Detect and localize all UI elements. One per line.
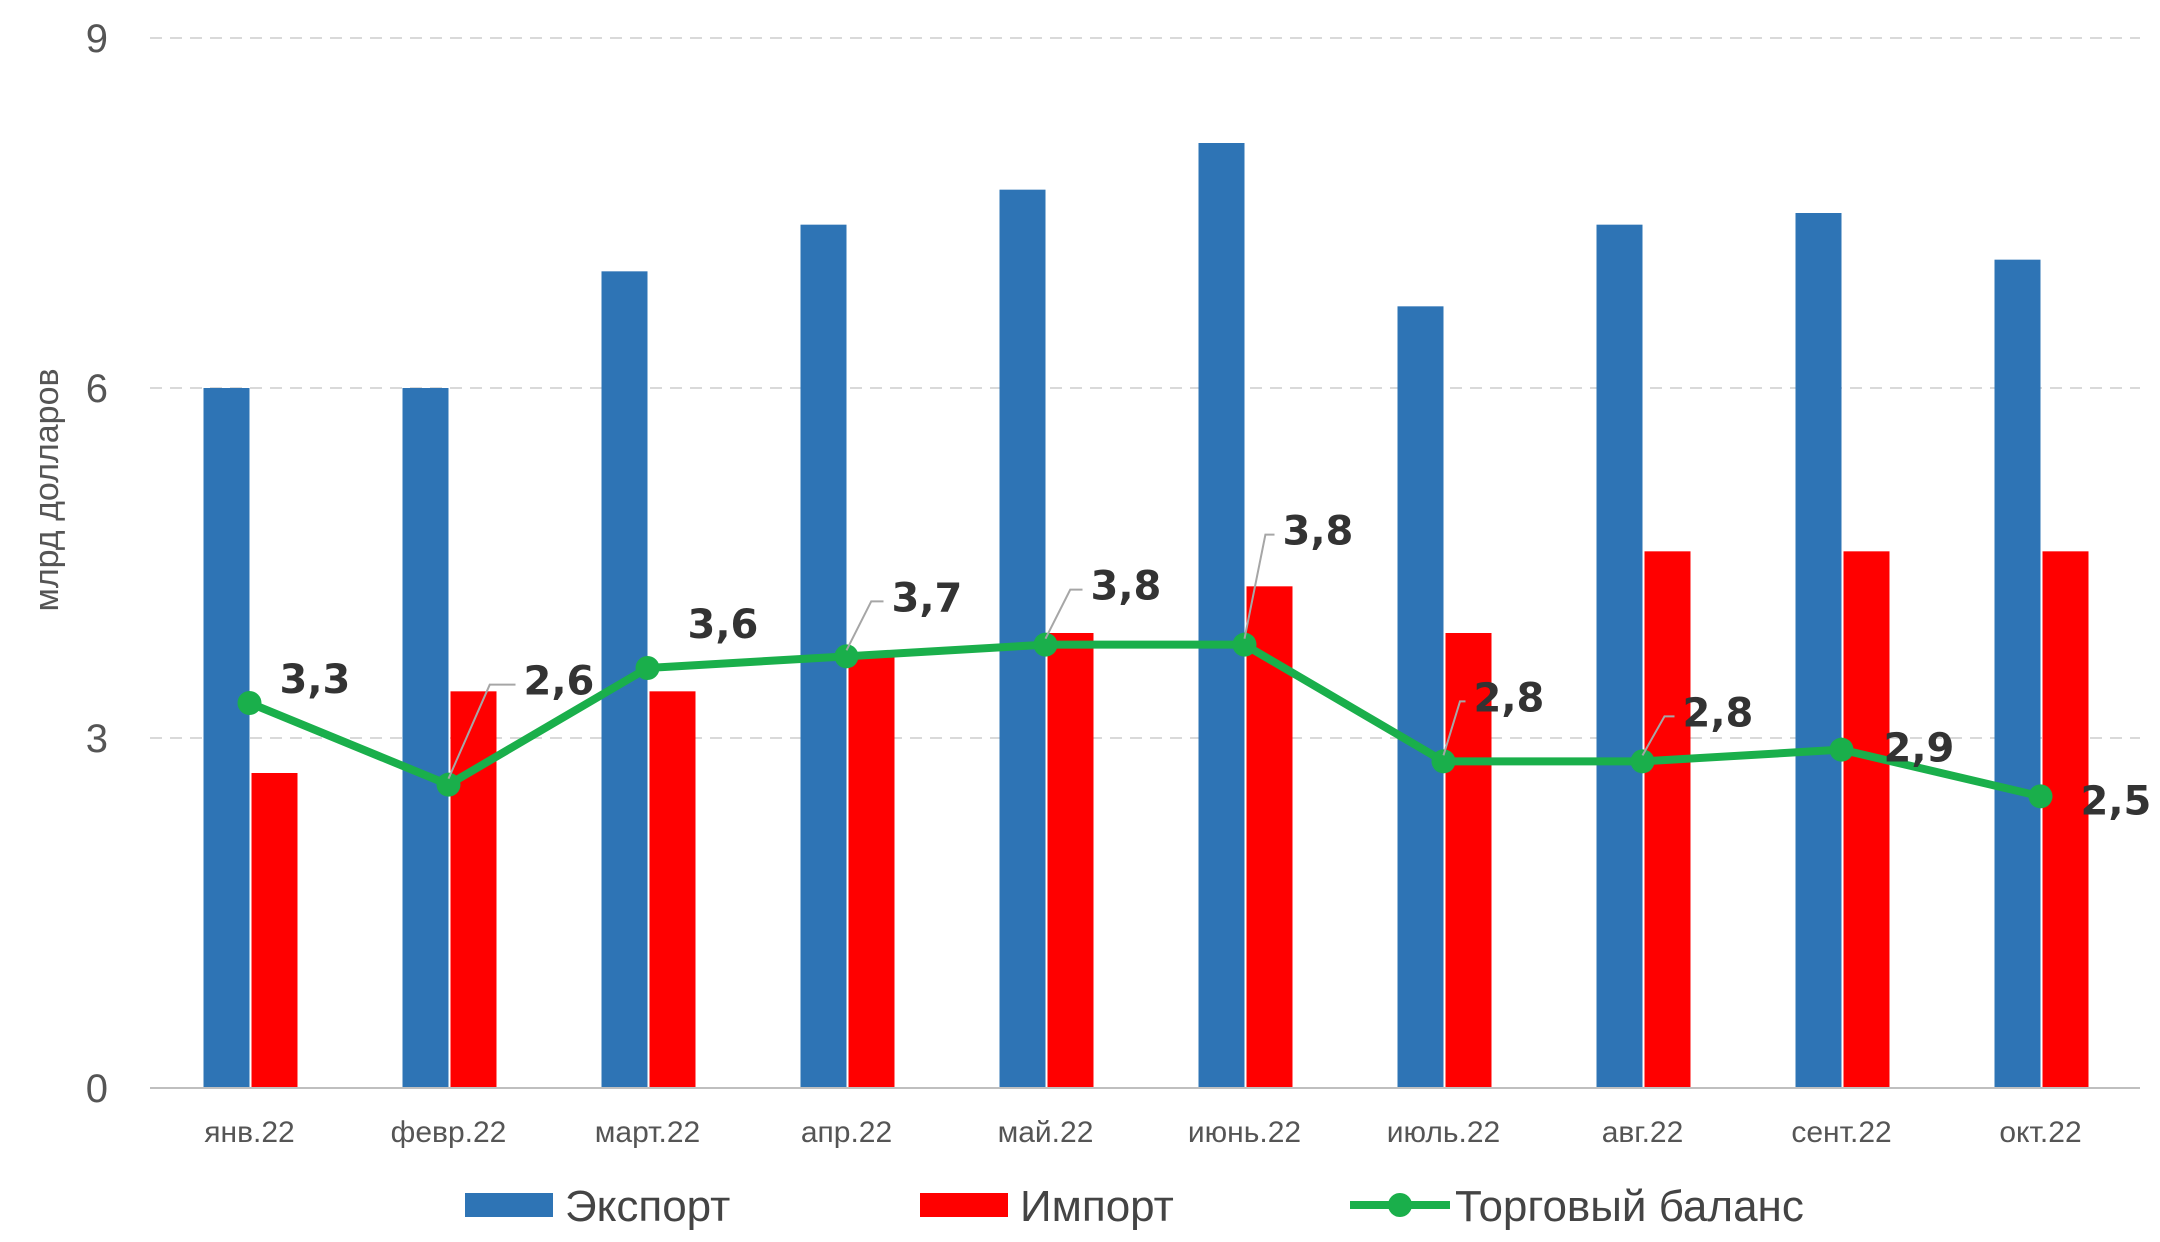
bar-import — [251, 773, 298, 1088]
bar-export — [203, 388, 250, 1088]
balance-point — [436, 772, 461, 797]
balance-data-label: 2,5 — [2081, 778, 2152, 824]
data-label-leader — [1243, 533, 1275, 639]
balance-data-label: 3,8 — [1091, 564, 1162, 610]
balance-point — [834, 644, 859, 669]
data-label-leader — [1641, 715, 1675, 756]
legend-label-balance: Торговый баланс — [1455, 1182, 1804, 1231]
balance-point — [1630, 749, 1655, 774]
bar-import — [1644, 551, 1691, 1088]
bar-import — [1843, 551, 1890, 1088]
bar-import — [1047, 633, 1094, 1088]
balance-point — [2028, 784, 2053, 809]
x-tick-label: янв.22 — [204, 1116, 294, 1149]
x-tick-label: май.22 — [998, 1116, 1094, 1149]
data-label-leader — [447, 683, 516, 780]
bar-export — [402, 388, 449, 1088]
data-label-leader — [845, 600, 884, 651]
balance-data-label: 2,9 — [1884, 726, 1955, 772]
y-tick-label: 0 — [86, 1067, 108, 1111]
balance-data-label: 2,6 — [524, 659, 595, 705]
legend: Экспорт Импорт Торговый баланс — [465, 1182, 1804, 1231]
legend-label-export: Экспорт — [565, 1182, 730, 1231]
x-tick-label: март.22 — [595, 1116, 700, 1149]
legend-label-import: Импорт — [1020, 1182, 1174, 1231]
bar-import — [649, 691, 696, 1088]
y-tick-label: 9 — [86, 17, 108, 61]
y-axis-ticks: 0 3 6 9 — [86, 17, 108, 1111]
balance-data-label: 3,8 — [1283, 509, 1354, 555]
bar-import — [848, 656, 895, 1088]
x-tick-label: июль.22 — [1387, 1116, 1500, 1149]
legend-swatch-export — [465, 1193, 553, 1217]
balance-data-label: 3,6 — [688, 602, 759, 648]
y-axis-label: млрд долларов — [28, 368, 66, 611]
balance-point — [1431, 749, 1456, 774]
y-tick-label: 6 — [86, 367, 108, 411]
balance-data-label: 2,8 — [1474, 675, 1545, 721]
x-tick-label: апр.22 — [801, 1116, 892, 1149]
balance-point — [237, 691, 262, 715]
bar-export — [1397, 306, 1444, 1088]
balance-data-label: 3,7 — [892, 575, 963, 621]
balance-point — [1232, 632, 1257, 657]
balance-data-label: 3,3 — [280, 657, 351, 703]
balance-data-labels: 3,3 2,6 3,6 3,7 3,8 3,8 2,8 2,8 2,9 2,5 — [280, 509, 2152, 825]
x-tick-label: окт.22 — [1999, 1116, 2081, 1149]
bar-import — [2042, 551, 2089, 1088]
balance-point — [1829, 737, 1854, 762]
bar-export — [1596, 224, 1643, 1088]
balance-series-line — [247, 640, 2042, 801]
bar-export — [1994, 259, 2041, 1089]
bar-import — [450, 691, 497, 1088]
balance-point — [1033, 632, 1058, 657]
x-axis-categories: янв.22 февр.22 март.22 апр.22 май.22 июнь.22 и… — [204, 1116, 2081, 1149]
bar-import — [1445, 633, 1492, 1088]
balance-data-label: 2,8 — [1683, 690, 1754, 736]
bar-export — [1795, 213, 1842, 1088]
balance-line — [237, 632, 2053, 809]
bar-export — [1198, 143, 1245, 1088]
balance-point — [635, 656, 660, 680]
x-tick-label: авг.22 — [1602, 1116, 1684, 1149]
x-tick-label: сент.22 — [1791, 1116, 1891, 1149]
bars — [203, 143, 2089, 1089]
y-tick-label: 3 — [86, 717, 108, 761]
x-tick-label: февр.22 — [391, 1116, 507, 1149]
x-tick-label: июнь.22 — [1188, 1116, 1301, 1149]
legend-swatch-import — [920, 1193, 1008, 1217]
data-label-leader — [1044, 588, 1083, 640]
data-label-leader — [1442, 700, 1466, 756]
legend-marker-balance — [1388, 1193, 1412, 1217]
